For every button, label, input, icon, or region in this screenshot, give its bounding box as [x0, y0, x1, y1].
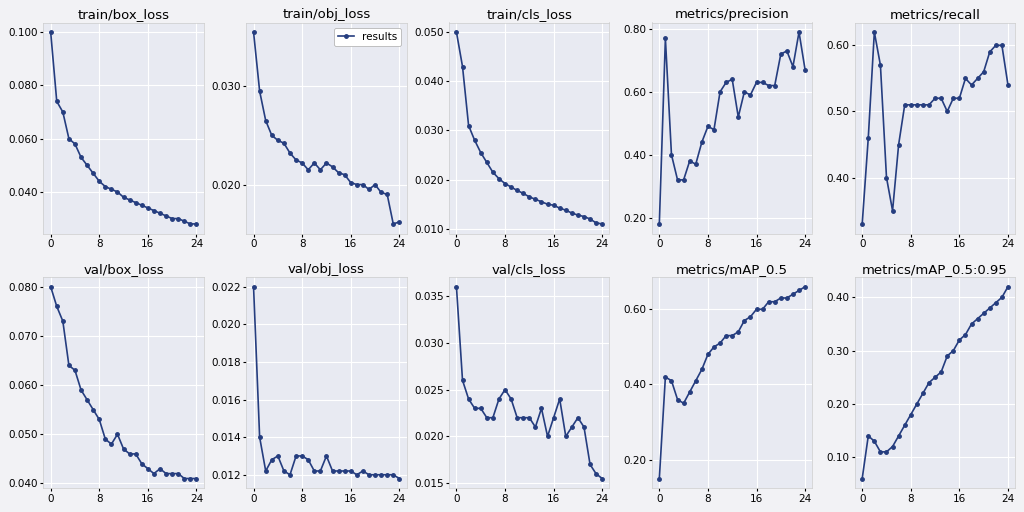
Title: metrics/mAP_0.5: metrics/mAP_0.5	[676, 263, 788, 276]
Legend: results: results	[334, 28, 401, 46]
Title: metrics/mAP_0.5:0.95: metrics/mAP_0.5:0.95	[862, 263, 1008, 276]
Title: train/obj_loss: train/obj_loss	[283, 8, 371, 22]
Title: val/box_loss: val/box_loss	[83, 263, 164, 276]
Title: train/box_loss: train/box_loss	[78, 8, 170, 22]
Title: val/cls_loss: val/cls_loss	[493, 263, 566, 276]
Title: val/obj_loss: val/obj_loss	[288, 263, 365, 276]
Title: metrics/precision: metrics/precision	[675, 8, 790, 22]
Title: metrics/recall: metrics/recall	[890, 8, 981, 22]
Title: train/cls_loss: train/cls_loss	[486, 8, 572, 22]
